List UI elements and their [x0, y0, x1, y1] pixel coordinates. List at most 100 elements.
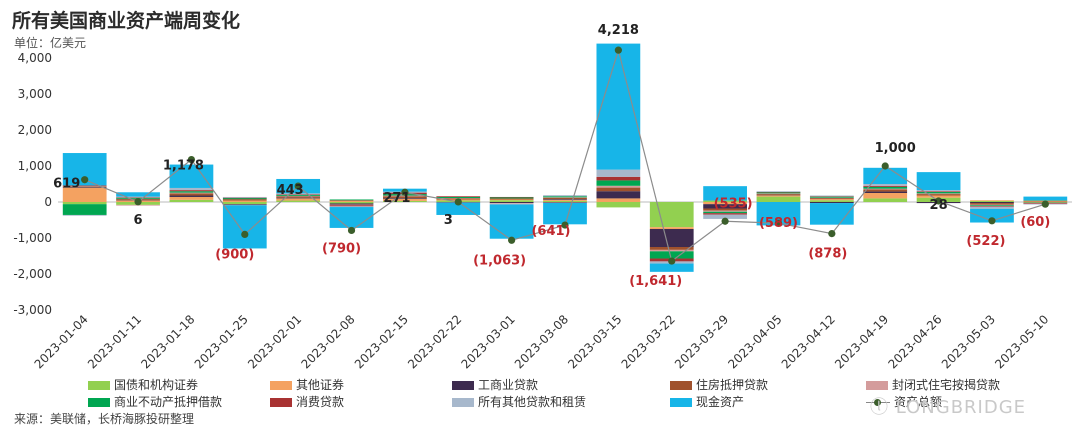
legend-label: 其他证券 [296, 378, 345, 392]
legend-swatch [452, 381, 474, 390]
x-tick-label: 2023-01-25 [192, 312, 251, 371]
x-tick-label: 2023-05-10 [992, 312, 1051, 371]
legend-label: 工商业贷款 [478, 378, 539, 392]
bar-segment [596, 176, 641, 181]
data-label: 1,000 [875, 141, 916, 156]
bar-segment [543, 197, 587, 198]
bar-segment [649, 247, 694, 250]
bar-segment [383, 198, 427, 201]
total-point [347, 226, 356, 235]
bar-segment [596, 187, 641, 192]
legend-item: 封闭式住宅按揭贷款 [866, 376, 1000, 393]
legend-label: 所有其他贷款和租赁 [478, 395, 587, 409]
data-label: 28 [930, 198, 948, 213]
bar-segment [756, 193, 801, 194]
bar-segment [970, 203, 1014, 205]
bar-segment [436, 196, 481, 199]
x-tick-label: 2023-04-26 [885, 312, 944, 371]
bar-segment [543, 196, 587, 198]
total-point [988, 217, 996, 225]
total-point [881, 162, 889, 170]
bar-segment [916, 195, 961, 198]
legend-line-marker [866, 398, 890, 407]
bar-segment [970, 200, 1014, 201]
bar-segment [970, 204, 1014, 206]
bar-segment [62, 204, 107, 215]
bar-segment [169, 192, 214, 194]
bar-segment [329, 202, 374, 204]
legend-item: 所有其他贷款和租赁 [452, 393, 586, 410]
bar-segment [703, 204, 747, 209]
bar-segment [169, 195, 214, 197]
bar-segment [276, 193, 321, 195]
bar-segment [169, 187, 214, 191]
legend-swatch [670, 398, 692, 407]
bar-segment [809, 202, 854, 204]
total-point [401, 188, 409, 196]
x-tick-label: 2023-02-22 [405, 312, 464, 371]
bar-segment [489, 197, 534, 199]
data-label: (878) [808, 247, 847, 262]
legend-label: 封闭式住宅按揭贷款 [892, 378, 1001, 392]
bar-segment [169, 199, 214, 202]
bar-segment [756, 191, 801, 193]
bar-segment [1023, 200, 1068, 201]
bar-segment [276, 200, 321, 202]
bar-segment [276, 197, 321, 199]
bar-segment [222, 204, 267, 205]
y-tick-label: -3,000 [13, 303, 52, 317]
bar-segment [863, 186, 908, 189]
bar-segment [970, 208, 1014, 223]
bar-segment [809, 196, 854, 197]
x-tick-label: 2023-03-01 [459, 312, 518, 371]
bar-segment [276, 194, 321, 195]
bar-segment [970, 206, 1014, 209]
bar-segment [329, 204, 374, 206]
y-tick-label: 3,000 [18, 87, 52, 101]
legend-label: 商业不动产抵押借款 [114, 395, 223, 409]
bar-segment [116, 197, 160, 198]
bar-segment [863, 193, 908, 199]
legend-item: 现金资产 [670, 393, 744, 410]
bar-segment [62, 202, 107, 205]
bar-segment [276, 196, 321, 198]
data-label: (589) [759, 216, 798, 231]
total-point [828, 230, 836, 238]
data-label: 271 [383, 191, 410, 206]
bar-segment [489, 204, 534, 239]
legend-item: 资产总额 [866, 393, 942, 410]
total-point [454, 198, 462, 206]
bar-segment [489, 199, 534, 201]
bar-segment [916, 191, 961, 194]
legend-item: 国债和机构证券 [88, 376, 198, 393]
total-point [614, 46, 622, 54]
total-point [721, 217, 729, 225]
bar-segment [809, 198, 854, 200]
bar-segment [970, 205, 1014, 207]
bar-segment [116, 196, 160, 198]
bar-segment [703, 213, 747, 215]
bar-segment [222, 202, 267, 205]
bar-segment [863, 191, 908, 193]
bar-segment [383, 200, 427, 202]
bar-segment [703, 202, 747, 205]
bar-segment [649, 263, 694, 272]
bar-segment [169, 191, 214, 193]
bar-segment [62, 185, 107, 186]
x-tick-label: 2023-02-15 [352, 312, 411, 371]
bar-segment [970, 205, 1014, 206]
bar-segment [383, 196, 427, 199]
x-tick-label: 2023-04-12 [779, 312, 838, 371]
bar-segment [383, 195, 427, 197]
bar-segment [756, 191, 801, 192]
total-point [81, 176, 89, 184]
legend-swatch [670, 381, 692, 390]
bar-segment [543, 199, 587, 200]
x-tick-label: 2023-01-04 [32, 312, 91, 371]
bar-segment [543, 202, 587, 225]
data-label: (535) [714, 196, 753, 211]
bar-segment [222, 205, 267, 249]
legend-swatch [270, 381, 292, 390]
total-point [134, 198, 142, 206]
bar-segment [703, 210, 747, 212]
